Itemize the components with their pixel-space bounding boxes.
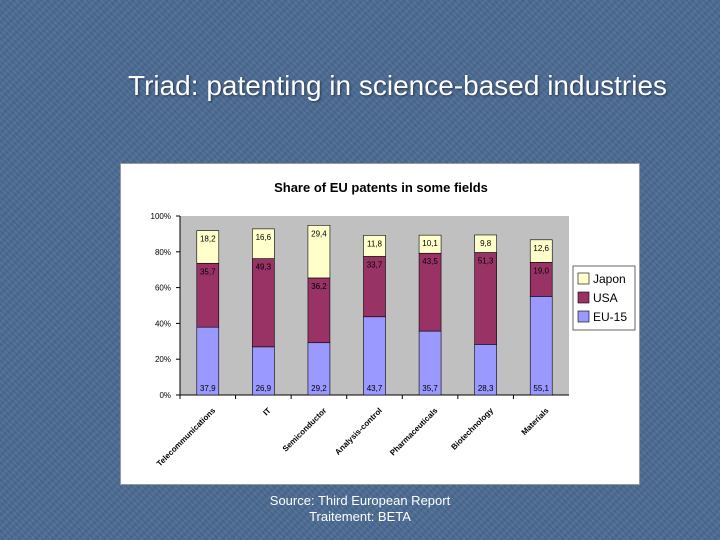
legend-swatch-usa: [577, 291, 590, 304]
source-line: Source: Third European Report: [269, 493, 451, 508]
data-label: 37,9: [200, 384, 216, 393]
bar-japon-6: [529, 239, 553, 263]
data-label: 12,6: [533, 244, 549, 253]
legend-label: USA: [593, 291, 618, 305]
x-category-label: Biotechnology: [449, 406, 495, 452]
data-label: 43,7: [367, 384, 383, 393]
data-label: 49,3: [256, 263, 272, 272]
data-label: 9,8: [480, 239, 492, 248]
data-label: 35,7: [422, 384, 438, 393]
bar-japon-1: [252, 228, 275, 259]
bar-japon-2: [307, 225, 331, 279]
legend-label: Japon: [593, 272, 626, 286]
treatment-line: Traitement: BETA: [309, 509, 411, 524]
legend-swatch-eu-15: [577, 310, 590, 323]
y-tick-label: 20%: [155, 355, 171, 364]
data-label: 51,3: [478, 257, 494, 266]
bar-usa-1: [252, 258, 275, 348]
data-label: 33,7: [367, 260, 383, 269]
data-label: 43,5: [422, 257, 438, 266]
source-note: Source: Third European Report Traitement…: [200, 493, 520, 525]
stacked-bar-chart: Share of EU patents in some fields 0% 20% 4…: [151, 180, 636, 469]
bar-japon-5: [474, 234, 497, 253]
y-tick-label: 0%: [159, 391, 171, 400]
x-category-label: Analysis-control: [333, 406, 384, 457]
data-label: 28,3: [478, 384, 494, 393]
x-category-label: Pharmaceuticals: [388, 406, 440, 458]
data-label: 11,8: [367, 239, 383, 248]
data-label: 18,2: [200, 235, 216, 244]
data-label: 16,6: [256, 233, 272, 242]
y-tick-label: 100%: [151, 212, 171, 221]
x-category-label: Materials: [520, 406, 551, 437]
data-label: 55,1: [533, 384, 549, 393]
chart-panel: Share of EU patents in some fields 0% 20% 4…: [120, 163, 640, 485]
legend-label: EU-15: [593, 310, 627, 324]
data-label: 29,4: [311, 229, 327, 238]
x-category-label: Telecommunications: [155, 406, 218, 469]
data-label: 36,2: [311, 282, 327, 291]
x-category-label: Semiconductor: [281, 406, 329, 454]
y-tick-label: 80%: [155, 248, 171, 257]
bar-japon-4: [418, 234, 442, 254]
bar-japon-3: [363, 235, 386, 257]
bar-eu-15-6: [529, 296, 553, 396]
bar-usa-5: [474, 252, 497, 345]
y-tick-label: 60%: [155, 284, 171, 293]
data-label: 35,7: [200, 267, 216, 276]
legend-swatch-japon: [577, 272, 590, 285]
slide-title: Triad: patenting in science-based indust…: [128, 70, 668, 101]
chart-title: Share of EU patents in some fields: [274, 180, 488, 195]
data-label: 10,1: [422, 239, 438, 248]
x-category-label: IT: [261, 406, 272, 417]
data-label: 26,9: [256, 384, 272, 393]
data-label: 19,0: [533, 266, 549, 275]
y-tick-label: 40%: [155, 319, 171, 328]
bar-japon-0: [196, 230, 220, 264]
data-label: 29,2: [311, 384, 327, 393]
